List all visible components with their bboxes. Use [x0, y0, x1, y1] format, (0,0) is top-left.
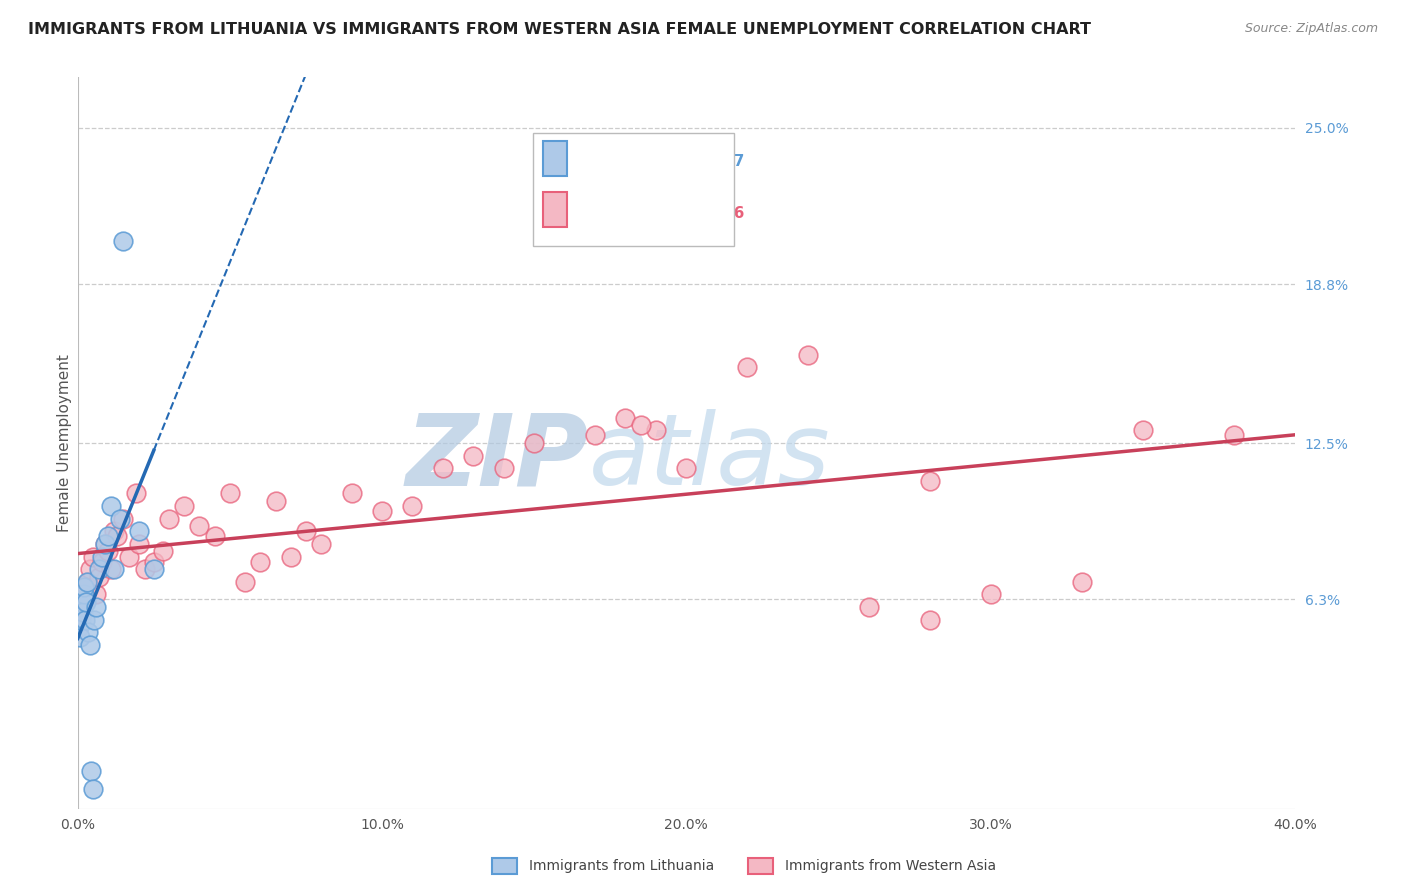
Point	[94, 537, 117, 551]
Point	[204, 529, 226, 543]
Y-axis label: Female Unemployment: Female Unemployment	[58, 354, 72, 532]
Text: Source: ZipAtlas.com: Source: ZipAtlas.com	[1244, 22, 1378, 36]
Point	[77, 574, 100, 589]
Point	[77, 625, 100, 640]
Point	[75, 613, 97, 627]
Point	[75, 595, 97, 609]
Text: 0.711: 0.711	[621, 154, 669, 169]
Point	[97, 529, 120, 543]
Point	[264, 494, 287, 508]
Point	[91, 555, 114, 569]
Point	[82, 781, 104, 796]
Point	[188, 519, 211, 533]
Point	[371, 504, 394, 518]
Point	[124, 486, 146, 500]
Point	[94, 537, 117, 551]
Point	[918, 474, 941, 488]
Point	[97, 544, 120, 558]
Point	[675, 461, 697, 475]
Text: 56: 56	[724, 206, 745, 221]
Point	[797, 348, 820, 362]
Point	[103, 562, 125, 576]
Point	[233, 574, 256, 589]
Text: R =: R =	[575, 154, 607, 169]
Point	[432, 461, 454, 475]
Text: ZIP: ZIP	[406, 409, 589, 506]
Point	[72, 595, 94, 609]
Point	[614, 410, 637, 425]
Point	[280, 549, 302, 564]
Point	[83, 613, 105, 627]
Point	[128, 524, 150, 539]
Point	[583, 428, 606, 442]
Point	[79, 638, 101, 652]
Text: N =: N =	[675, 206, 718, 221]
Point	[73, 580, 96, 594]
Point	[84, 587, 107, 601]
Point	[103, 524, 125, 539]
Point	[75, 595, 97, 609]
Point	[157, 512, 180, 526]
Point	[72, 605, 94, 619]
Point	[340, 486, 363, 500]
Point	[1071, 574, 1094, 589]
Point	[87, 562, 110, 576]
Point	[84, 599, 107, 614]
Point	[72, 605, 94, 619]
Point	[152, 544, 174, 558]
Text: R =: R =	[575, 206, 607, 221]
Text: 27: 27	[724, 154, 745, 169]
Point	[492, 461, 515, 475]
Point	[173, 499, 195, 513]
Point	[110, 512, 132, 526]
Point	[67, 620, 90, 634]
Point	[309, 537, 332, 551]
Point	[69, 613, 91, 627]
Point	[1223, 428, 1246, 442]
Point	[142, 562, 165, 576]
Point	[128, 537, 150, 551]
Text: 0.646: 0.646	[621, 206, 669, 221]
Point	[69, 630, 91, 644]
Text: N =: N =	[675, 154, 718, 169]
Point	[1132, 424, 1154, 438]
Point	[134, 562, 156, 576]
Point	[112, 512, 135, 526]
Point	[69, 599, 91, 614]
Point	[100, 562, 122, 576]
Point	[70, 599, 93, 614]
Point	[219, 486, 242, 500]
Point	[105, 529, 128, 543]
Point	[112, 235, 135, 249]
Point	[918, 613, 941, 627]
Point	[73, 587, 96, 601]
Point	[80, 764, 103, 778]
Point	[735, 360, 758, 375]
Point	[523, 436, 546, 450]
Point	[645, 424, 668, 438]
Point	[76, 574, 98, 589]
Point	[67, 613, 90, 627]
Point	[91, 549, 114, 564]
Text: IMMIGRANTS FROM LITHUANIA VS IMMIGRANTS FROM WESTERN ASIA FEMALE UNEMPLOYMENT CO: IMMIGRANTS FROM LITHUANIA VS IMMIGRANTS …	[28, 22, 1091, 37]
Point	[142, 555, 165, 569]
Point	[630, 418, 652, 433]
Point	[100, 499, 122, 513]
Point	[76, 580, 98, 594]
Point	[401, 499, 423, 513]
Point	[295, 524, 318, 539]
Point	[463, 449, 485, 463]
Point	[249, 555, 271, 569]
Point	[82, 549, 104, 564]
Text: atlas: atlas	[589, 409, 831, 506]
Text: Immigrants from Lithuania: Immigrants from Lithuania	[529, 859, 714, 873]
Point	[87, 570, 110, 584]
Text: Immigrants from Western Asia: Immigrants from Western Asia	[785, 859, 995, 873]
Point	[980, 587, 1002, 601]
Point	[79, 562, 101, 576]
Point	[73, 587, 96, 601]
Point	[118, 549, 141, 564]
Point	[858, 599, 880, 614]
